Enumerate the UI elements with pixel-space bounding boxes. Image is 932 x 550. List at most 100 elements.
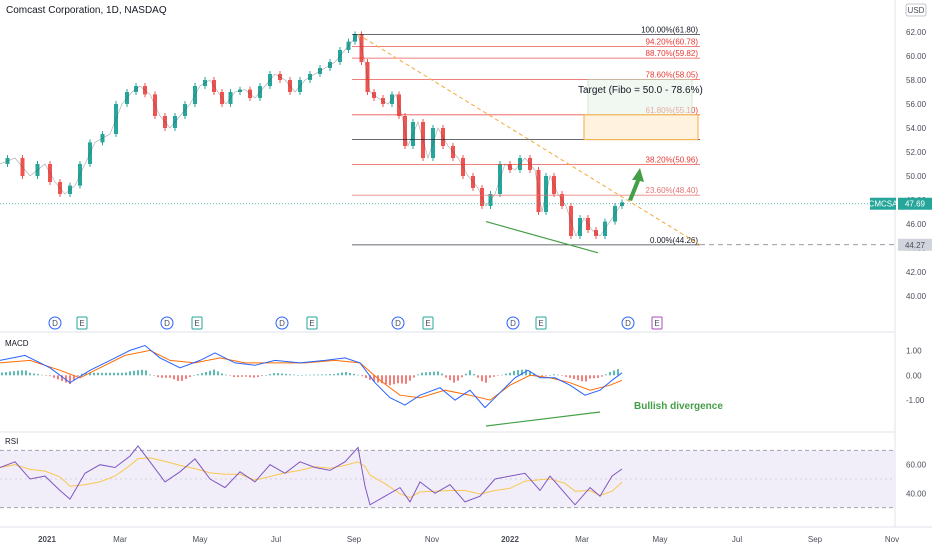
macd-histogram-bar: [617, 369, 619, 376]
dividend-marker-icon: [160, 316, 174, 330]
macd-histogram-bar: [341, 372, 343, 376]
macd-histogram-bar: [301, 375, 303, 376]
macd-histogram-bar: [253, 375, 255, 378]
dividend-marker-icon: [48, 316, 62, 330]
macd-histogram-bar: [609, 371, 611, 376]
macd-histogram-bar: [233, 375, 235, 377]
fib-level-label: 0.00%(44.26): [650, 236, 698, 245]
macd-histogram-bar: [221, 373, 223, 376]
macd-histogram-bar: [117, 372, 119, 376]
price-tick-label: 46.00: [906, 220, 927, 229]
time-tick-label: Nov: [885, 535, 899, 544]
target-label: Target (Fibo = 50.0 - 78.6%): [578, 85, 703, 96]
macd-signal-line: [0, 349, 623, 401]
macd-histogram-bar: [601, 375, 603, 377]
macd-histogram-bar: [437, 371, 439, 376]
ticker-label: CMCSA: [869, 200, 899, 209]
macd-histogram-bar: [225, 374, 227, 376]
macd-histogram-bar: [337, 373, 339, 376]
macd-histogram-bar: [113, 372, 115, 376]
macd-histogram-bar: [345, 372, 347, 376]
macd-histogram-bar: [161, 375, 163, 378]
price-tick-label: 40.00: [906, 292, 927, 301]
macd-histogram-bar: [125, 372, 127, 376]
macd-label: MACD: [5, 339, 29, 348]
macd-histogram-bar: [453, 375, 455, 383]
macd-histogram-bar: [17, 370, 19, 376]
macd-histogram-bar: [165, 375, 167, 378]
macd-histogram-bar: [509, 372, 511, 376]
dividend-marker-icon: [621, 316, 635, 330]
macd-histogram-bar: [461, 375, 463, 378]
macd-histogram-bar: [389, 375, 391, 386]
fib-level-label: 23.60%(48.40): [646, 186, 699, 195]
time-tick-label: 2022: [501, 535, 519, 544]
macd-histogram-bar: [289, 374, 291, 376]
low-price-tag: [898, 238, 932, 251]
target-zone[interactable]: Target (Fibo = 50.0 - 78.6%): [485, 79, 703, 254]
macd-histogram-bar: [193, 375, 195, 376]
macd-histogram-bar: [333, 374, 335, 376]
macd-histogram-bar: [501, 374, 503, 376]
currency-badge[interactable]: USD: [905, 3, 927, 17]
macd-tick-label: 1.00: [906, 346, 922, 355]
macd-histogram-bar: [585, 375, 587, 382]
macd-histogram-bar: [581, 375, 583, 382]
macd-histogram-bar: [57, 375, 59, 380]
event-marker-label: E: [79, 319, 84, 328]
price-line: [0, 33, 625, 237]
fib-level-label: 38.20%(50.96): [646, 155, 699, 164]
macd-histogram-bar: [9, 371, 11, 376]
price-tick-label: 42.00: [906, 268, 927, 277]
macd-line: [0, 344, 623, 409]
macd-histogram-bar: [465, 373, 467, 376]
price-pane: 62.0060.0058.0056.0054.0052.0050.0048.00…: [0, 28, 932, 301]
time-tick-label: Jul: [732, 535, 742, 544]
macd-histogram-bar: [313, 374, 315, 376]
time-tick-label: Mar: [575, 535, 589, 544]
macd-histogram-bar: [449, 375, 451, 381]
macd-histogram-bar: [213, 369, 215, 376]
macd-histogram-bar: [189, 375, 191, 378]
macd-histogram-bar: [65, 375, 67, 383]
macd-histogram-bar: [413, 375, 415, 378]
macd-histogram-bar: [573, 375, 575, 379]
macd-histogram-bar: [121, 372, 123, 376]
macd-histogram-bar: [429, 372, 431, 376]
macd-tick-label: -1.00: [906, 396, 925, 405]
macd-histogram-bar: [149, 374, 151, 376]
macd-histogram-bar: [153, 375, 155, 376]
macd-histogram-bar: [81, 373, 83, 376]
macd-histogram-bar: [169, 375, 171, 378]
macd-histogram-bar: [37, 374, 39, 376]
macd-histogram-bar: [549, 375, 551, 376]
time-axis: 2021 Mar May Jul Sep Nov 2022 Mar May Jul Sep Nov: [38, 535, 899, 544]
macd-histogram-bar: [141, 369, 143, 376]
macd-histogram-bar: [469, 370, 471, 376]
macd-histogram-bar: [393, 375, 395, 385]
macd-histogram-bar: [197, 374, 199, 376]
macd-histogram-bar: [365, 375, 367, 379]
macd-histogram-bar: [349, 372, 351, 376]
macd-histogram-bar: [325, 374, 327, 376]
macd-histogram-bar: [133, 370, 135, 376]
macd-histogram-bar: [357, 374, 359, 376]
macd-histogram-bar: [425, 372, 427, 376]
macd-histogram-bar: [73, 375, 75, 381]
macd-histogram-bar: [69, 375, 71, 384]
macd-histogram-bar: [329, 374, 331, 376]
low-price-label: 44.27: [905, 241, 926, 250]
macd-histogram-bar: [257, 375, 259, 378]
event-marker-label: D: [164, 319, 170, 328]
macd-histogram-bar: [181, 375, 183, 381]
macd-histogram-bar: [129, 371, 131, 376]
macd-histogram-bar: [561, 375, 563, 376]
time-tick-label: Jul: [271, 535, 281, 544]
macd-histogram-bar: [517, 370, 519, 376]
last-price-tag: [898, 197, 932, 210]
macd-histogram-bar: [493, 375, 495, 377]
macd-histogram-bar: [97, 372, 99, 376]
macd-histogram-bar: [405, 375, 407, 384]
macd-histogram-bar: [297, 375, 299, 376]
